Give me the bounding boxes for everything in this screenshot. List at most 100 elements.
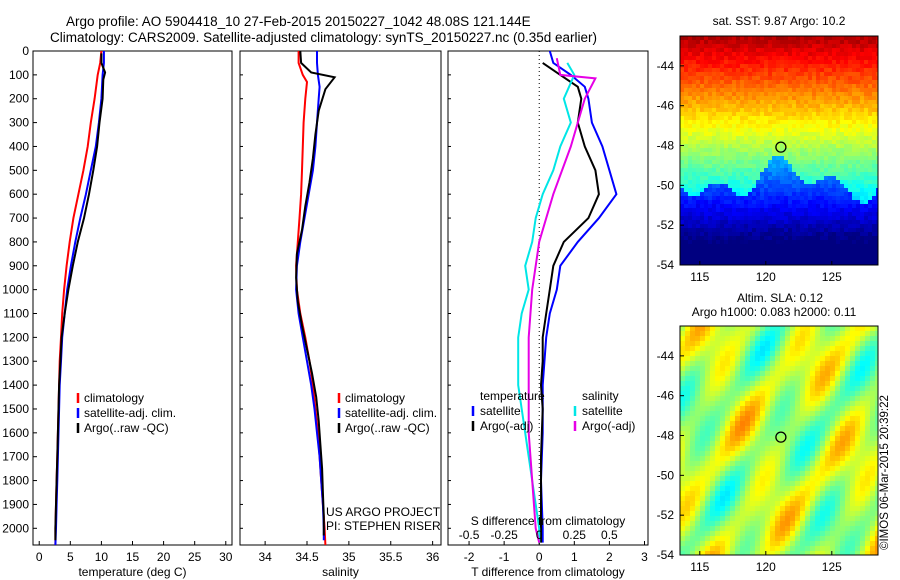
map-cell (764, 248, 769, 253)
map-cell (848, 220, 853, 225)
map-cell (770, 371, 776, 377)
legend-title-temperature: temperature (480, 389, 545, 403)
map-cell (875, 391, 878, 397)
map-cell (810, 486, 816, 492)
map-cell (756, 48, 761, 53)
map-cell (808, 40, 813, 45)
map-cell (720, 521, 726, 527)
map-cell (868, 232, 873, 237)
map-cell (872, 116, 877, 121)
map-cell (810, 411, 816, 417)
map-cell (680, 196, 685, 201)
map-cell (795, 326, 801, 332)
map-cell (832, 204, 837, 209)
map-cell (700, 346, 706, 352)
map-cell (732, 112, 737, 117)
map-cell (792, 36, 797, 41)
map-cell (865, 416, 871, 422)
map-cell (736, 216, 741, 221)
map-cell (712, 200, 717, 205)
legend-label: Argo(..raw -QC) (84, 421, 169, 435)
map-cell (680, 132, 685, 137)
map-cell (865, 501, 871, 507)
map-cell (848, 236, 853, 241)
map-cell (864, 140, 869, 145)
map-cell (865, 546, 871, 552)
map-cell (852, 208, 857, 213)
map-cell (680, 192, 685, 197)
map-cell (720, 228, 725, 233)
map-cell (695, 521, 701, 527)
map-cell (804, 256, 809, 261)
map-cell (836, 100, 841, 105)
map-cell (710, 326, 716, 332)
map-cell (760, 128, 765, 133)
map-cell (715, 336, 721, 342)
map-cell (805, 531, 811, 537)
map-cell (732, 196, 737, 201)
map-cell (848, 76, 853, 81)
map-cell (808, 36, 813, 41)
map-cell (728, 204, 733, 209)
map-cell (864, 152, 869, 157)
map-cell (695, 441, 701, 447)
map-cell (844, 128, 849, 133)
map-cell (680, 208, 685, 213)
map-cell (832, 176, 837, 181)
map-cell (775, 446, 781, 452)
map-cell (752, 220, 757, 225)
map-cell (732, 184, 737, 189)
map-cell (795, 331, 801, 337)
map-cell (790, 551, 796, 555)
map-cell (720, 216, 725, 221)
map-cell (865, 396, 871, 402)
map-cell (840, 144, 845, 149)
map-cell (716, 60, 721, 65)
map-cell (725, 456, 731, 462)
map-cell (748, 236, 753, 241)
map-cell (792, 224, 797, 229)
map-cell (860, 80, 865, 85)
map-cell (808, 160, 813, 165)
map-cell (845, 481, 851, 487)
map-cell (815, 336, 821, 342)
map-cell (872, 104, 877, 109)
map-cell (750, 531, 756, 537)
map-cell (685, 496, 691, 502)
map-cell (685, 501, 691, 507)
map-cell (756, 248, 761, 253)
map-cell (784, 108, 789, 113)
map-cell (784, 48, 789, 53)
map-cell (852, 168, 857, 173)
map-cell (816, 232, 821, 237)
map-cell (740, 256, 745, 261)
map-cell (776, 76, 781, 81)
map-cell (696, 36, 701, 41)
map-cell (836, 96, 841, 101)
map-cell (704, 76, 709, 81)
map-cell (788, 188, 793, 193)
map-cell (715, 346, 721, 352)
map-cell (785, 486, 791, 492)
map-cell (680, 48, 685, 53)
map-cell (840, 466, 846, 472)
map-cell (744, 248, 749, 253)
map-cell (780, 511, 786, 517)
map-cell (872, 200, 877, 205)
map-cell (780, 216, 785, 221)
map-cell (832, 156, 837, 161)
map-cell (788, 192, 793, 197)
map-cell (768, 212, 773, 217)
map-cell (792, 232, 797, 237)
map-cell (852, 100, 857, 105)
map-cell (696, 92, 701, 97)
map-cell (680, 426, 686, 432)
map-cell (688, 236, 693, 241)
map-cell (775, 371, 781, 377)
map-cell (700, 108, 705, 113)
map-cell (840, 486, 846, 492)
map-cell (740, 200, 745, 205)
map-cell (820, 188, 825, 193)
map-cell (850, 411, 856, 417)
